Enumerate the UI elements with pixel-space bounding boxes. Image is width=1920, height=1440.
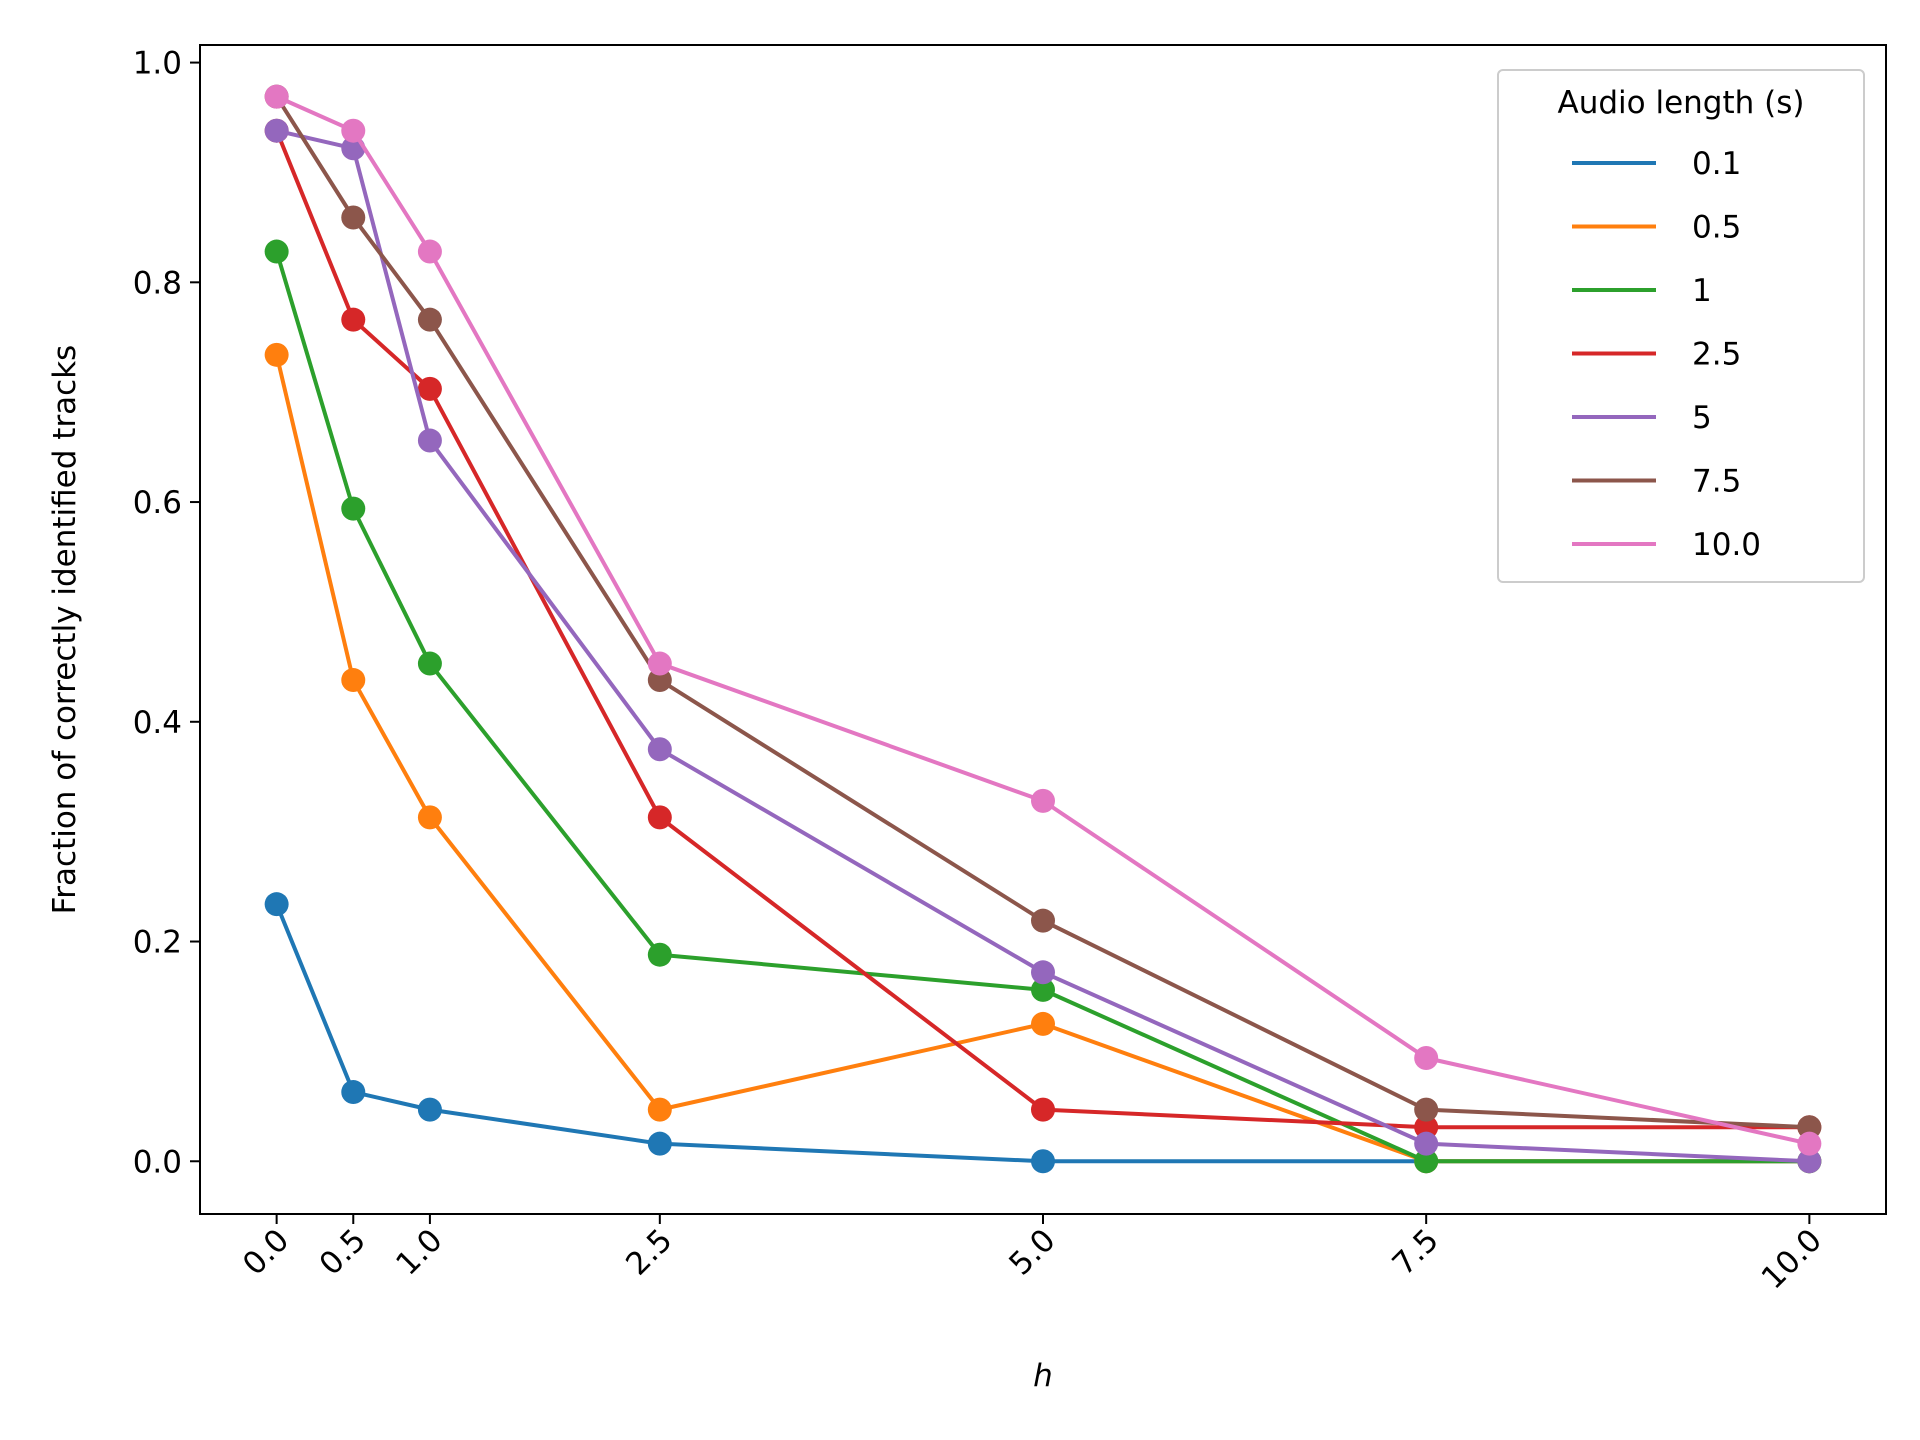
legend-label: 1 <box>1692 273 1712 309</box>
data-point <box>341 1080 366 1105</box>
legend-label: 5 <box>1692 400 1712 436</box>
legend: Audio length (s) 0.1 0.5 1 2.5 5 7.5 10.0 <box>1497 69 1865 583</box>
legend-item: 1 <box>1572 273 1712 309</box>
legend-items: 0.1 0.5 1 2.5 5 7.5 10.0 <box>1572 146 1761 563</box>
y-tick-label: 0.0 <box>133 1144 182 1180</box>
data-point <box>1414 1097 1439 1122</box>
legend-item: 2.5 <box>1572 337 1741 373</box>
data-point <box>1031 908 1055 933</box>
data-point <box>417 805 442 830</box>
y-tick-label: 0.8 <box>133 265 182 301</box>
data-point <box>417 307 442 332</box>
data-point <box>264 342 289 367</box>
data-point <box>264 892 289 917</box>
data-point <box>341 668 366 693</box>
data-point <box>341 307 366 332</box>
series-10.0 <box>264 84 1822 1156</box>
legend-item: 10.0 <box>1572 527 1761 563</box>
legend-item: 5 <box>1572 400 1712 436</box>
data-point <box>417 376 442 401</box>
data-point <box>1031 1097 1055 1122</box>
data-point <box>417 1097 442 1122</box>
data-point <box>647 805 672 830</box>
legend-label: 7.5 <box>1692 464 1741 500</box>
y-tick-label: 0.2 <box>133 925 182 961</box>
legend-label: 0.1 <box>1692 146 1741 182</box>
data-point <box>1414 1045 1439 1070</box>
plot-area <box>264 84 1822 1174</box>
y-tick-label: 0.4 <box>133 705 182 741</box>
y-axis: 0.0 0.2 0.4 0.6 0.8 1.0 <box>133 46 200 1180</box>
data-point <box>1031 960 1055 985</box>
legend-title: Audio length (s) <box>1558 85 1805 121</box>
data-point <box>417 239 442 264</box>
data-point <box>417 651 442 676</box>
series-2.5 <box>264 118 1822 1140</box>
data-point <box>264 118 289 143</box>
data-point <box>1414 1131 1439 1156</box>
legend-label: 2.5 <box>1692 337 1741 373</box>
x-axis-label: h <box>1033 1358 1053 1394</box>
data-point <box>417 428 442 453</box>
data-point <box>1797 1115 1822 1140</box>
data-point <box>1414 1115 1439 1140</box>
data-point <box>1031 1011 1055 1036</box>
data-point <box>647 1097 672 1122</box>
data-point <box>341 118 366 143</box>
series-5 <box>264 118 1822 1174</box>
data-point <box>647 651 672 676</box>
y-axis-label: Fraction of correctly identified tracks <box>47 345 83 915</box>
data-point <box>647 1131 672 1156</box>
data-point <box>264 239 289 264</box>
data-point <box>1031 788 1055 813</box>
data-point <box>264 84 289 109</box>
data-point <box>647 737 672 762</box>
y-tick-label: 1.0 <box>133 46 182 82</box>
data-point <box>1031 1149 1055 1174</box>
data-point <box>341 205 366 230</box>
data-point <box>1414 1149 1439 1174</box>
legend-item: 7.5 <box>1572 464 1741 500</box>
legend-box <box>1497 69 1865 583</box>
data-point <box>1031 977 1055 1002</box>
data-point <box>647 668 672 693</box>
legend-item: 0.5 <box>1572 210 1741 246</box>
legend-label: 10.0 <box>1692 527 1761 563</box>
data-point <box>1797 1149 1822 1174</box>
data-point <box>341 496 366 521</box>
data-point <box>647 942 672 967</box>
data-point <box>1797 1131 1822 1156</box>
legend-item: 0.1 <box>1572 146 1741 182</box>
legend-label: 0.5 <box>1692 210 1741 246</box>
y-tick-label: 0.6 <box>133 485 182 521</box>
